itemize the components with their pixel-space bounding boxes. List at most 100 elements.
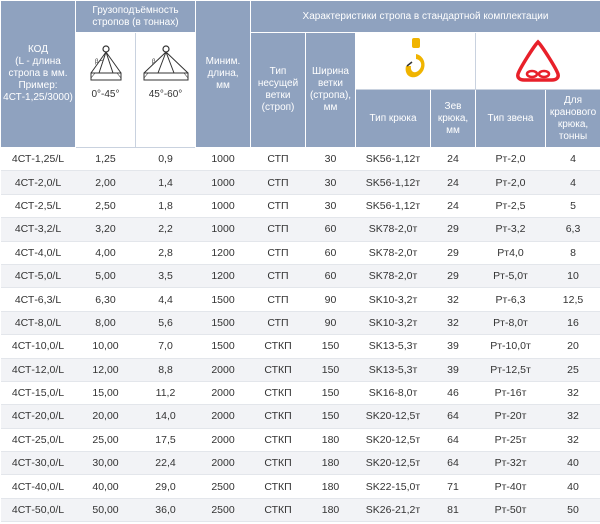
cell-min-length: 1000 <box>195 194 251 219</box>
cell-code: 4СТ-40,0/L <box>0 474 76 499</box>
cell-branch-width: 150 <box>305 404 356 429</box>
cell-code: 4СТ-2,5/L <box>0 194 76 219</box>
table-row: 4СТ-20,0/L 20,00 14,0 2000 СТКП 150 SK20-12,5т… <box>0 404 600 429</box>
cell-hook-gap: 29 <box>430 264 476 289</box>
table-row: 4СТ-30,0/L 30,00 22,4 2000 СТКП 180 SK20-12,5т… <box>0 451 600 476</box>
cell-capacity-45-60: 7,0 <box>135 334 196 359</box>
cell-crane-hook: 4 <box>545 147 600 172</box>
cell-hook-type: SK78-2,0т <box>355 241 431 265</box>
cell-crane-hook: 4 <box>545 170 600 195</box>
cell-link-type: Рт4,0 <box>475 241 546 265</box>
cell-branch-width: 180 <box>305 451 356 476</box>
cell-branch-width: 180 <box>305 474 356 499</box>
cell-branch-type: СТП <box>250 194 306 219</box>
cell-hook-gap: 64 <box>430 404 476 429</box>
cell-hook-type: SK13-5,3т <box>355 358 431 382</box>
cell-hook-gap: 29 <box>430 241 476 265</box>
angle-2-label: 45°-60° <box>148 89 183 100</box>
cell-branch-type: СТКП <box>250 498 306 523</box>
cell-link-type: Рт-8,0т <box>475 311 546 336</box>
cell-link-type: Рт-3,2 <box>475 217 546 242</box>
cell-branch-type: СТП <box>250 264 306 289</box>
cell-crane-hook: 12,5 <box>545 287 600 312</box>
cell-hook-type: SK10-3,2т <box>355 311 431 336</box>
cell-link-type: Рт-2,5 <box>475 194 546 219</box>
cell-min-length: 2000 <box>195 428 251 453</box>
table-row: 4СТ-10,0/L 10,00 7,0 1500 СТКП 150 SK13-5,3т 39… <box>0 334 600 359</box>
cell-link-type: Рт-2,0 <box>475 170 546 195</box>
cell-crane-hook: 16 <box>545 311 600 336</box>
cell-branch-type: СТКП <box>250 428 306 453</box>
table-row: 4СТ-3,2/L 3,20 2,2 1000 СТП 60 SK78-2,0т 29 Рт-3… <box>0 217 600 242</box>
cell-hook-type: SK56-1,12т <box>355 147 431 172</box>
cell-code: 4СТ-1,25/L <box>0 147 76 172</box>
header-characteristics-group: Характеристики стропа в стандартной комп… <box>249 0 600 33</box>
cell-branch-type: СТП <box>250 147 306 172</box>
table-row: 4СТ-2,5/L 2,50 1,8 1000 СТП 30 SK56-1,12т 24 Рт-… <box>0 194 600 219</box>
cell-branch-width: 180 <box>305 498 356 523</box>
cell-capacity-0-45: 6,30 <box>75 287 136 312</box>
table-row: 4СТ-50,0/L 50,00 36,0 2500 СТКП 180 SK26-21,2т… <box>0 498 600 523</box>
cell-hook-gap: 32 <box>430 311 476 336</box>
cell-crane-hook: 40 <box>545 451 600 476</box>
cell-branch-width: 30 <box>305 194 356 219</box>
cell-branch-type: СТП <box>250 241 306 265</box>
cell-hook-gap: 64 <box>430 428 476 453</box>
cell-hook-type: SK20-12,5т <box>355 428 431 453</box>
cell-link-type: Рт-40т <box>475 474 546 499</box>
cell-branch-width: 180 <box>305 428 356 453</box>
cell-hook-type: SK13-5,3т <box>355 334 431 359</box>
cell-hook-type: SK78-2,0т <box>355 264 431 289</box>
cell-capacity-45-60: 29,0 <box>135 474 196 499</box>
cell-code: 4СТ-2,0/L <box>0 170 76 195</box>
cell-branch-type: СТКП <box>250 334 306 359</box>
cell-branch-width: 150 <box>305 358 356 382</box>
cell-min-length: 2500 <box>195 474 251 499</box>
cell-capacity-45-60: 0,9 <box>135 147 196 172</box>
cell-crane-hook: 5 <box>545 194 600 219</box>
header-link-icon-cell <box>474 32 600 90</box>
cell-hook-gap: 46 <box>430 381 476 406</box>
cell-capacity-0-45: 50,00 <box>75 498 136 523</box>
cell-branch-width: 30 <box>305 147 356 172</box>
cell-hook-type: SK16-8,0т <box>355 381 431 406</box>
cell-min-length: 2000 <box>195 404 251 429</box>
cell-branch-type: СТКП <box>250 381 306 406</box>
header-branch-type: Тип несущей ветки (строп) <box>250 32 306 148</box>
cell-hook-gap: 81 <box>430 498 476 523</box>
angle-1-label: 0°-45° <box>91 89 120 100</box>
cell-crane-hook: 25 <box>545 358 600 382</box>
cell-code: 4СТ-3,2/L <box>0 217 76 242</box>
cell-branch-width: 60 <box>305 217 356 242</box>
cell-capacity-0-45: 8,00 <box>75 311 136 336</box>
cell-link-type: Рт-20т <box>475 404 546 429</box>
cell-min-length: 1500 <box>195 287 251 312</box>
cell-capacity-45-60: 36,0 <box>135 498 196 523</box>
cell-crane-hook: 10 <box>545 264 600 289</box>
cell-min-length: 1500 <box>195 334 251 359</box>
cell-capacity-45-60: 11,2 <box>135 381 196 406</box>
cell-min-length: 1000 <box>195 170 251 195</box>
cell-code: 4СТ-20,0/L <box>0 404 76 429</box>
cell-capacity-0-45: 15,00 <box>75 381 136 406</box>
cell-link-type: Рт-50т <box>475 498 546 523</box>
table-row: 4СТ-15,0/L 15,00 11,2 2000 СТКП 150 SK16-8,0т 4… <box>0 381 600 406</box>
cell-capacity-45-60: 2,8 <box>135 241 196 265</box>
cell-min-length: 2000 <box>195 381 251 406</box>
cell-capacity-0-45: 20,00 <box>75 404 136 429</box>
cell-code: 4СТ-25,0/L <box>0 428 76 453</box>
cell-min-length: 1000 <box>195 217 251 242</box>
master-link-icon <box>516 39 560 82</box>
header-capacity-group: Грузоподъёмность стропов (в тоннах) <box>75 0 196 33</box>
table-row: 4СТ-25,0/L 25,00 17,5 2000 СТКП 180 SK20-12,5т… <box>0 428 600 453</box>
cell-hook-type: SK26-21,2т <box>355 498 431 523</box>
svg-text:β: β <box>95 59 99 65</box>
cell-branch-width: 30 <box>305 170 356 195</box>
header-min-length: Миним. длина, мм <box>195 0 251 148</box>
cell-branch-width: 150 <box>305 381 356 406</box>
header-hook-icon-cell <box>355 32 476 90</box>
cell-capacity-0-45: 12,00 <box>75 358 136 382</box>
header-angle-1-cell: β 0°-45° <box>75 32 136 148</box>
cell-capacity-45-60: 1,8 <box>135 194 196 219</box>
cell-hook-gap: 32 <box>430 287 476 312</box>
